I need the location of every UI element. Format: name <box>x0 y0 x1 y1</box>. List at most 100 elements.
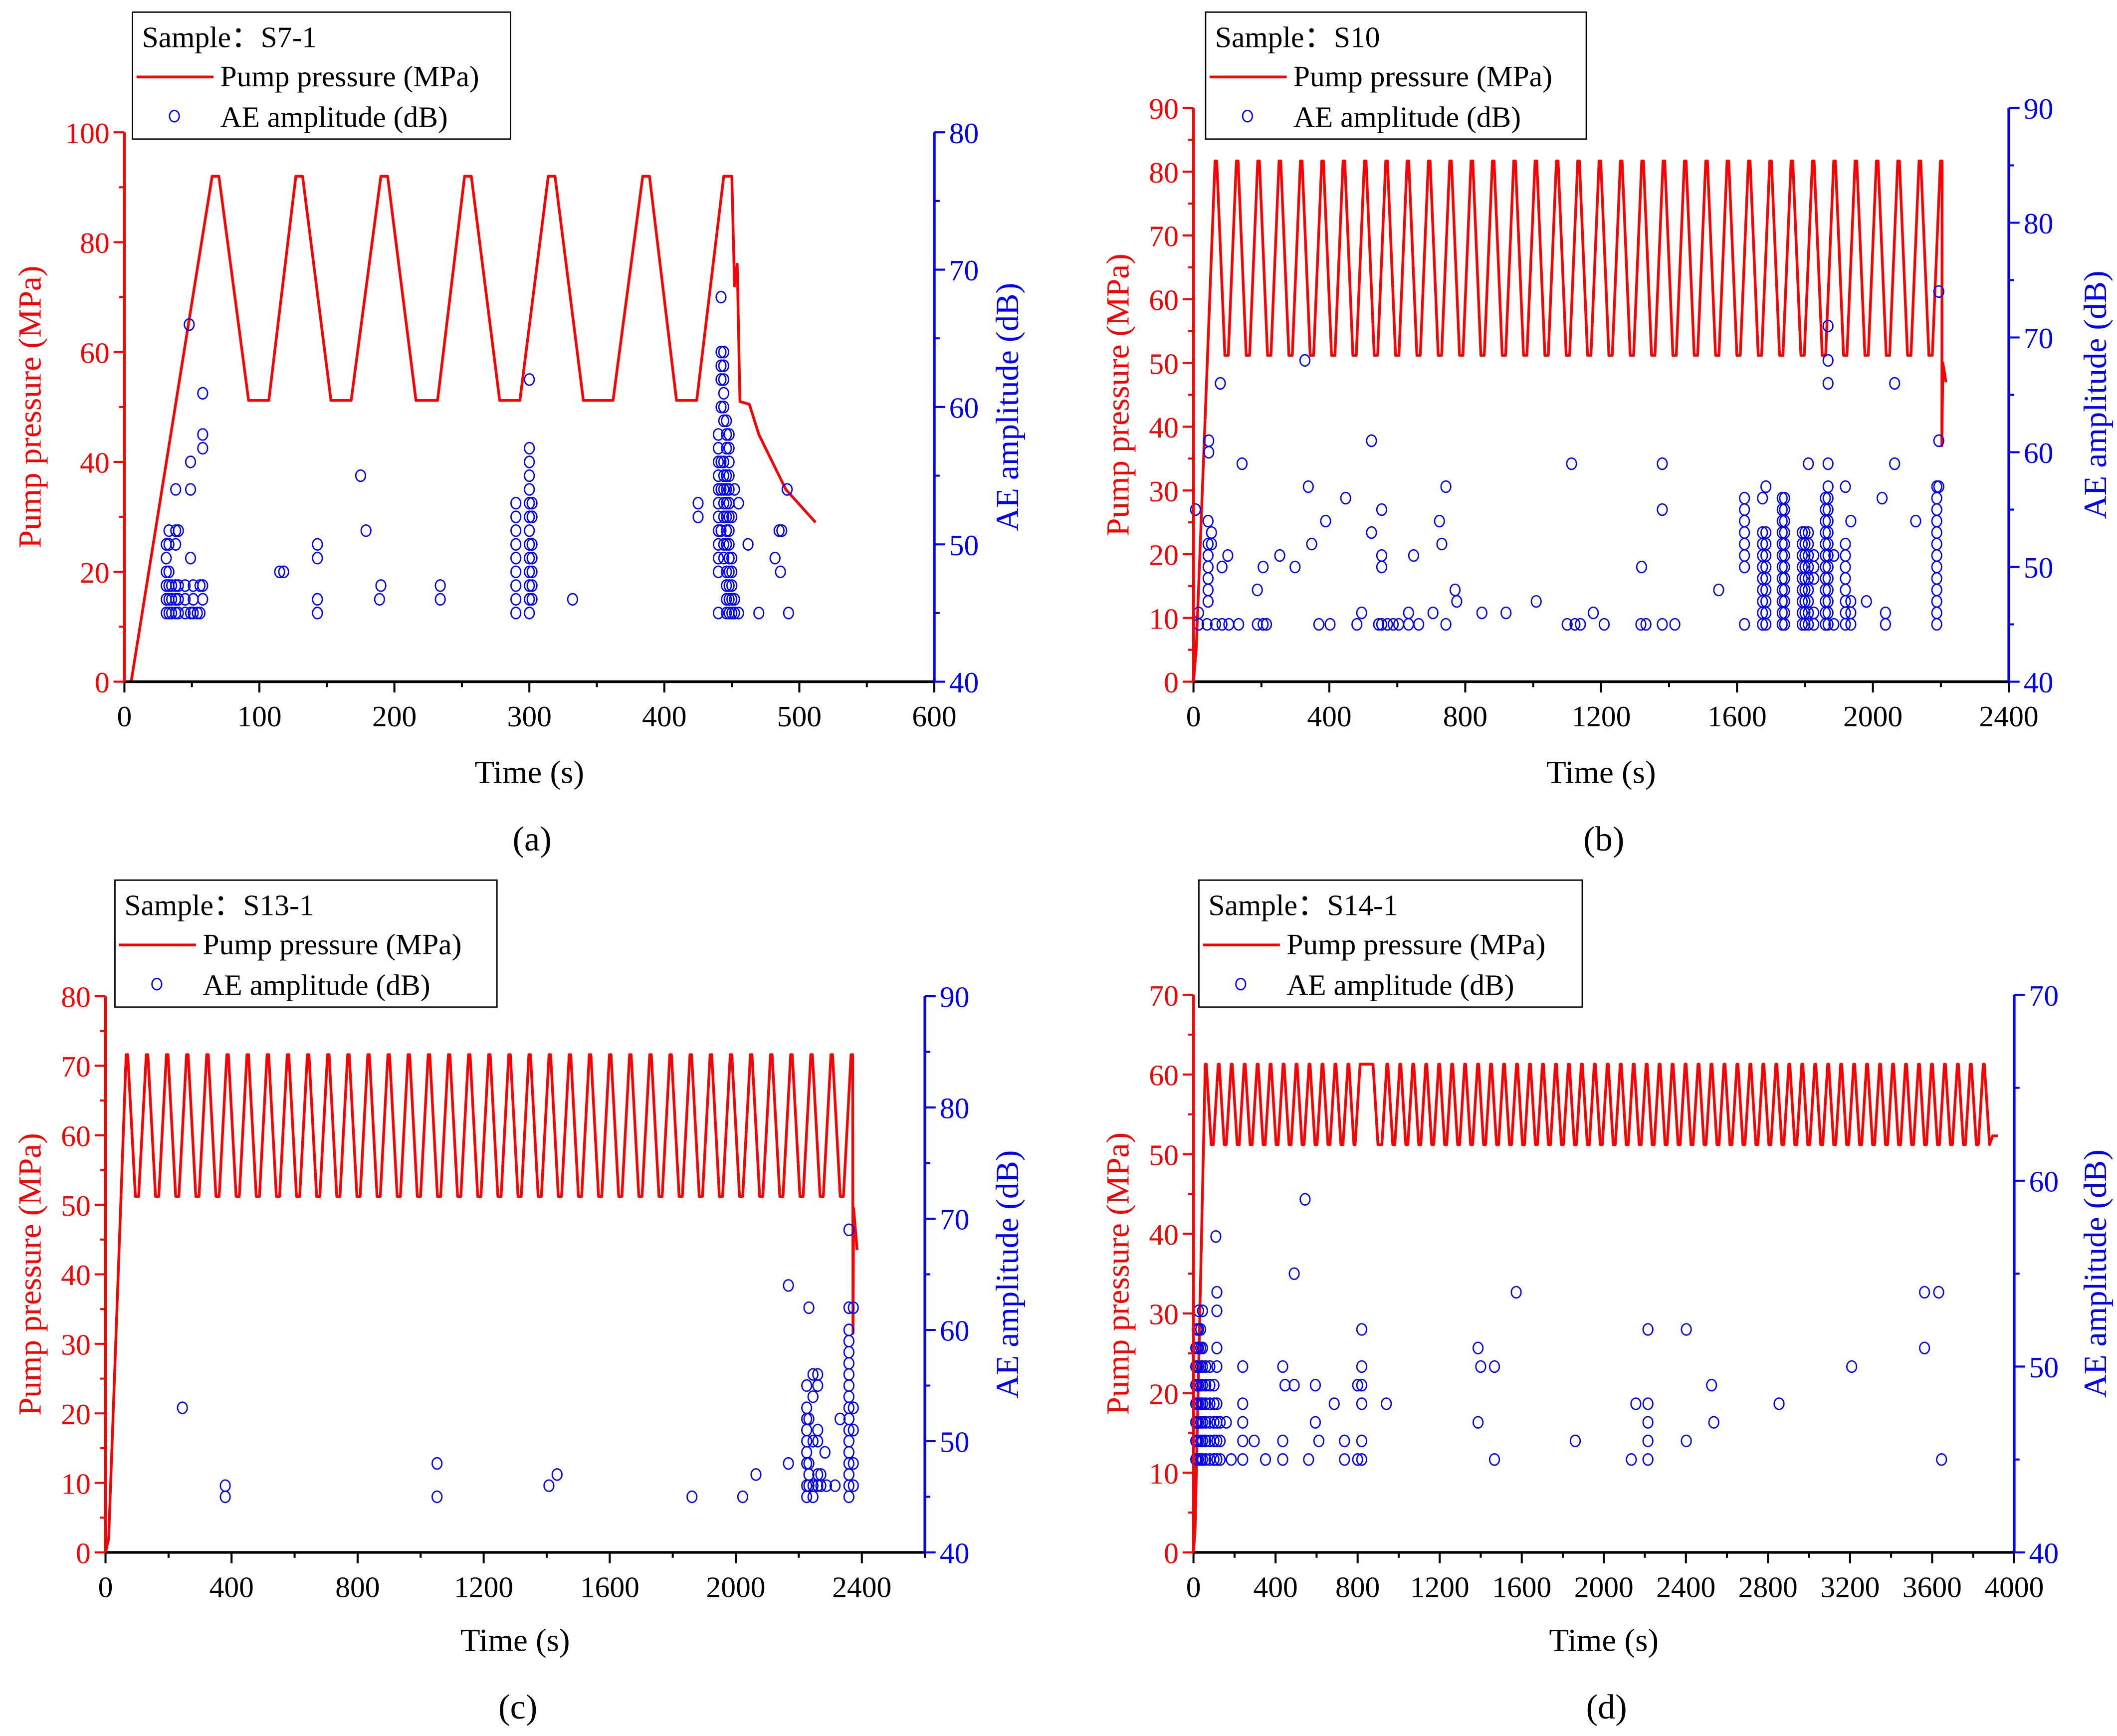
ae-point <box>192 607 203 620</box>
y-right-tick-label: 50 <box>940 1426 970 1459</box>
ae-point <box>551 1468 563 1481</box>
ae-point <box>1569 1434 1581 1448</box>
ae-point <box>163 565 175 579</box>
ae-point <box>524 510 535 523</box>
ae-point <box>729 593 740 606</box>
ae-point <box>843 1323 854 1336</box>
ae-point <box>718 346 729 359</box>
y-left-tick-label: 40 <box>1149 411 1179 444</box>
ae-point <box>721 414 732 428</box>
x-tick-label: 2400 <box>1656 1570 1715 1603</box>
y-left-tick-label: 20 <box>80 556 110 589</box>
ae-point <box>718 414 729 428</box>
ae-point <box>721 428 732 441</box>
ae-point <box>185 455 197 468</box>
ae-point <box>173 593 184 606</box>
ae-point <box>1252 583 1263 597</box>
ae-point <box>1222 549 1234 562</box>
ae-point <box>1210 1230 1222 1243</box>
y-right-axis-title: AE amplitude (dB) <box>990 1150 1026 1399</box>
ae-point <box>1757 491 1768 505</box>
ae-point <box>723 538 735 551</box>
ae-point <box>726 552 738 565</box>
ae-point <box>1309 1416 1321 1429</box>
ae-point <box>1779 491 1790 505</box>
ae-point <box>1249 1434 1260 1448</box>
ae-point <box>1211 1360 1223 1373</box>
ae-point <box>1197 1360 1208 1373</box>
x-tick-label: 300 <box>507 700 552 733</box>
x-axis-title: Time (s) <box>1549 1623 1659 1659</box>
ae-point <box>1598 618 1610 631</box>
ae-point <box>807 1368 819 1381</box>
y-left-tick-label: 100 <box>65 117 109 150</box>
ae-point <box>1313 1434 1325 1448</box>
ae-point <box>815 1468 827 1481</box>
ae-point <box>775 565 786 579</box>
ae-point <box>526 579 538 592</box>
y-left-tick-label: 10 <box>1149 602 1179 635</box>
ae-point <box>524 565 535 579</box>
ae-point <box>1820 491 1831 505</box>
x-tick-label: 1600 <box>1492 1570 1551 1603</box>
ae-point <box>1808 549 1820 562</box>
y-left-tick-label: 50 <box>1149 347 1179 380</box>
y-left-tick-label: 40 <box>80 446 110 479</box>
ae-point <box>1215 377 1226 390</box>
ae-point <box>712 607 724 620</box>
legend-ae-label: AE amplitude (dB) <box>220 100 448 133</box>
ae-point <box>197 579 209 592</box>
ae-point <box>524 538 535 551</box>
ae-point <box>721 441 732 455</box>
ae-point <box>807 1435 819 1448</box>
ae-point <box>1681 1323 1692 1336</box>
ae-point <box>1575 618 1586 631</box>
ae-point <box>776 524 788 537</box>
ae-point <box>1408 549 1420 562</box>
ae-point <box>692 496 704 510</box>
ae-point <box>1773 1397 1785 1410</box>
ae-point <box>194 579 206 592</box>
ae-point <box>1216 560 1228 574</box>
ae-point <box>1473 1416 1484 1429</box>
y-left-tick-label: 40 <box>61 1259 91 1292</box>
ae-point <box>1356 606 1367 620</box>
ae-point <box>1211 1397 1223 1410</box>
x-tick-label: 2000 <box>1843 700 1903 733</box>
ae-point <box>434 593 446 606</box>
y-left-tick-label: 30 <box>1149 475 1179 508</box>
ae-point <box>1803 526 1814 539</box>
y-left-tick-label: 0 <box>95 666 110 699</box>
ae-point <box>1200 1397 1212 1410</box>
ae-point <box>1366 526 1377 539</box>
ae-point <box>524 579 535 592</box>
x-tick-label: 1200 <box>454 1570 513 1603</box>
ae-point <box>712 455 724 468</box>
ae-point <box>1258 618 1269 631</box>
ae-point <box>721 510 732 523</box>
panel-caption: (a) <box>513 820 552 859</box>
ae-point <box>723 510 735 523</box>
ae-point <box>723 579 735 592</box>
y-right-tick-label: 60 <box>940 1314 970 1347</box>
y-right-axis-title: AE amplitude (dB) <box>2078 1149 2114 1398</box>
ae-point <box>715 524 727 537</box>
ae-point <box>1208 1453 1220 1466</box>
ae-point <box>1657 503 1668 516</box>
ae-point <box>1840 537 1851 551</box>
ae-point <box>847 1479 859 1492</box>
ae-point <box>1799 526 1811 539</box>
ae-point <box>1200 1453 1212 1466</box>
ae-point <box>712 469 724 482</box>
y-right-tick-label: 50 <box>949 529 979 562</box>
legend-ae-label: AE amplitude (dB) <box>1286 968 1514 1001</box>
x-tick-label: 800 <box>1443 700 1487 733</box>
ae-point <box>524 483 535 496</box>
ae-point <box>312 593 323 606</box>
ae-point <box>1309 1378 1321 1392</box>
ae-point <box>166 579 178 592</box>
ae-point <box>510 579 522 592</box>
ae-point <box>1258 560 1269 574</box>
y-right-tick-label: 50 <box>2024 551 2054 584</box>
legend-pressure-label: Pump pressure (MPa) <box>220 60 479 93</box>
